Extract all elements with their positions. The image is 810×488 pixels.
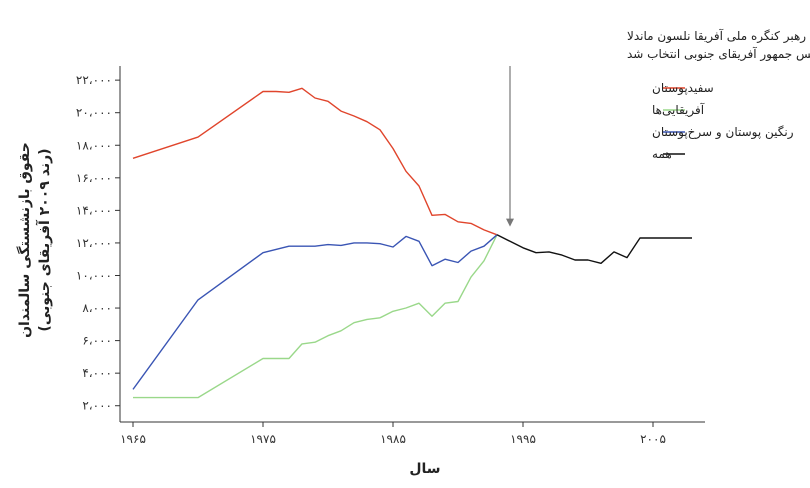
legend: سفیدپوستان آفریقایی‌ها رنگین پوستان و سرخ‌…	[652, 81, 794, 161]
x-tick-label: ۱۹۷۵	[250, 432, 276, 446]
legend-label-0: سفیدپوستان	[652, 81, 714, 96]
series-lines	[132, 87, 692, 399]
x-axis-title: سال	[409, 461, 440, 477]
x-tick-label: ۱۹۹۵	[510, 432, 536, 446]
y-tick-label: ۱۰،۰۰۰	[76, 268, 112, 282]
x-tick-label: ۲۰۰۵	[640, 432, 666, 446]
legend-label-2: رنگین پوستان و سرخ‌پوستان	[652, 125, 794, 140]
y-tick-label: ۲۲،۰۰۰	[76, 73, 112, 87]
y-tick-label: ۱۴،۰۰۰	[76, 203, 112, 217]
y-tick-label: ۲،۰۰۰	[82, 399, 112, 413]
series-line-2	[132, 234, 498, 390]
legend-label-1: آفریقایی‌ها	[652, 102, 705, 118]
annotation-line-1: رهبر کنگره ملی آفریقا نلسون ماندلا	[627, 28, 806, 44]
y-tick-label: ۱۲،۰۰۰	[76, 236, 112, 250]
series-line-3	[496, 234, 692, 264]
x-tick-label: ۱۹۸۵	[380, 432, 406, 446]
y-tick-label: ۱۶،۰۰۰	[76, 171, 112, 185]
annotation-line-2: به عنوان رئیس جمهور آفریقای جنوبی انتخاب…	[627, 46, 810, 62]
y-tick-label: ۱۸،۰۰۰	[76, 138, 112, 152]
series-line-0	[132, 87, 498, 236]
y-axis-title-line-1: حقوق بازنشستگی سالمندان	[16, 142, 33, 338]
x-tick-label: ۱۹۶۵	[120, 432, 146, 446]
annotation-arrow-head	[506, 218, 514, 227]
y-tick-label: ۸،۰۰۰	[82, 301, 112, 315]
axes: ۲،۰۰۰ ۴،۰۰۰ ۶،۰۰۰ ۸،۰۰۰ ۱۰،۰۰۰ ۱۲،۰۰۰ ۱۴،۰۰۰ ۱۶…	[76, 66, 705, 446]
y-tick-label: ۲۰،۰۰۰	[76, 106, 112, 120]
y-axis-title-line-2: (رند ۲۰۰۹ آفریقای جنوبی)	[35, 148, 53, 331]
y-tick-label: ۶،۰۰۰	[82, 334, 112, 348]
annotation: رهبر کنگره ملی آفریقا نلسون ماندلا به عن…	[506, 28, 810, 227]
y-tick-label: ۴،۰۰۰	[82, 366, 112, 380]
series-line-1	[133, 234, 498, 399]
legend-label-3: همه	[652, 147, 672, 161]
